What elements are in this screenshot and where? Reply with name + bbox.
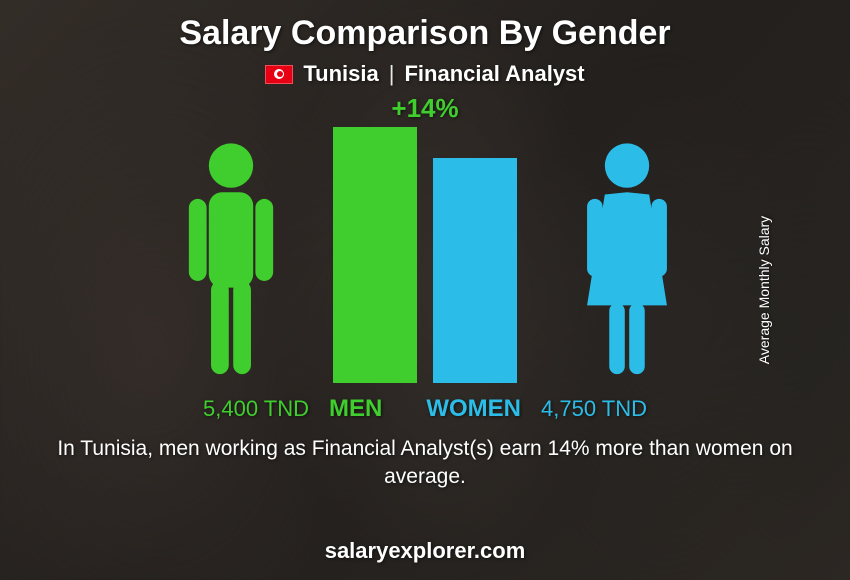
bar-group [333,127,517,383]
page-title: Salary Comparison By Gender [179,14,670,53]
subtitle-separator: | [389,61,395,87]
subtitle-job: Financial Analyst [404,61,584,87]
flag-tunisia-icon [265,65,293,84]
men-label: MEN [329,395,382,423]
women-label: WOMEN [426,395,521,423]
infographic-content: Salary Comparison By Gender Tunisia | Fi… [0,0,850,580]
female-person-icon [571,139,683,383]
chart-labels-row: 5,400 TND MEN WOMEN 4,750 TND [105,395,745,423]
male-person-icon [175,139,287,383]
chart-description: In Tunisia, men working as Financial Ana… [55,435,795,492]
subtitle-row: Tunisia | Financial Analyst [265,61,584,87]
y-axis-label: Average Monthly Salary [756,216,772,364]
bar-men [333,127,417,383]
pct-diff-label: +14% [391,93,458,124]
footer: salaryexplorer.com [0,538,850,564]
women-value: 4,750 TND [541,396,647,422]
bar-women [433,158,517,383]
gender-salary-chart: +14% 5,400 TND MEN WOMEN [105,93,745,423]
subtitle-country: Tunisia [303,61,378,87]
men-value: 5,400 TND [203,396,309,422]
footer-source-link[interactable]: salaryexplorer.com [325,538,526,563]
